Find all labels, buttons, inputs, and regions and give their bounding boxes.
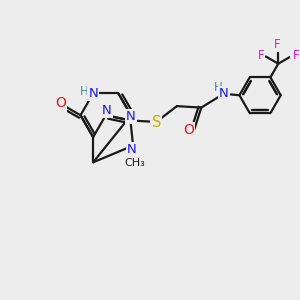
Text: F: F [257, 49, 264, 62]
Text: N: N [102, 103, 112, 117]
Text: N: N [219, 87, 229, 100]
Text: F: F [292, 49, 299, 62]
Text: H: H [214, 81, 223, 94]
Text: N: N [126, 110, 136, 123]
Text: O: O [184, 123, 194, 137]
Text: N: N [127, 143, 136, 156]
Text: S: S [152, 115, 161, 130]
Text: CH₃: CH₃ [124, 158, 145, 168]
Text: O: O [55, 97, 66, 110]
Text: N: N [88, 87, 98, 100]
Text: F: F [274, 38, 280, 51]
Text: H: H [80, 85, 88, 98]
